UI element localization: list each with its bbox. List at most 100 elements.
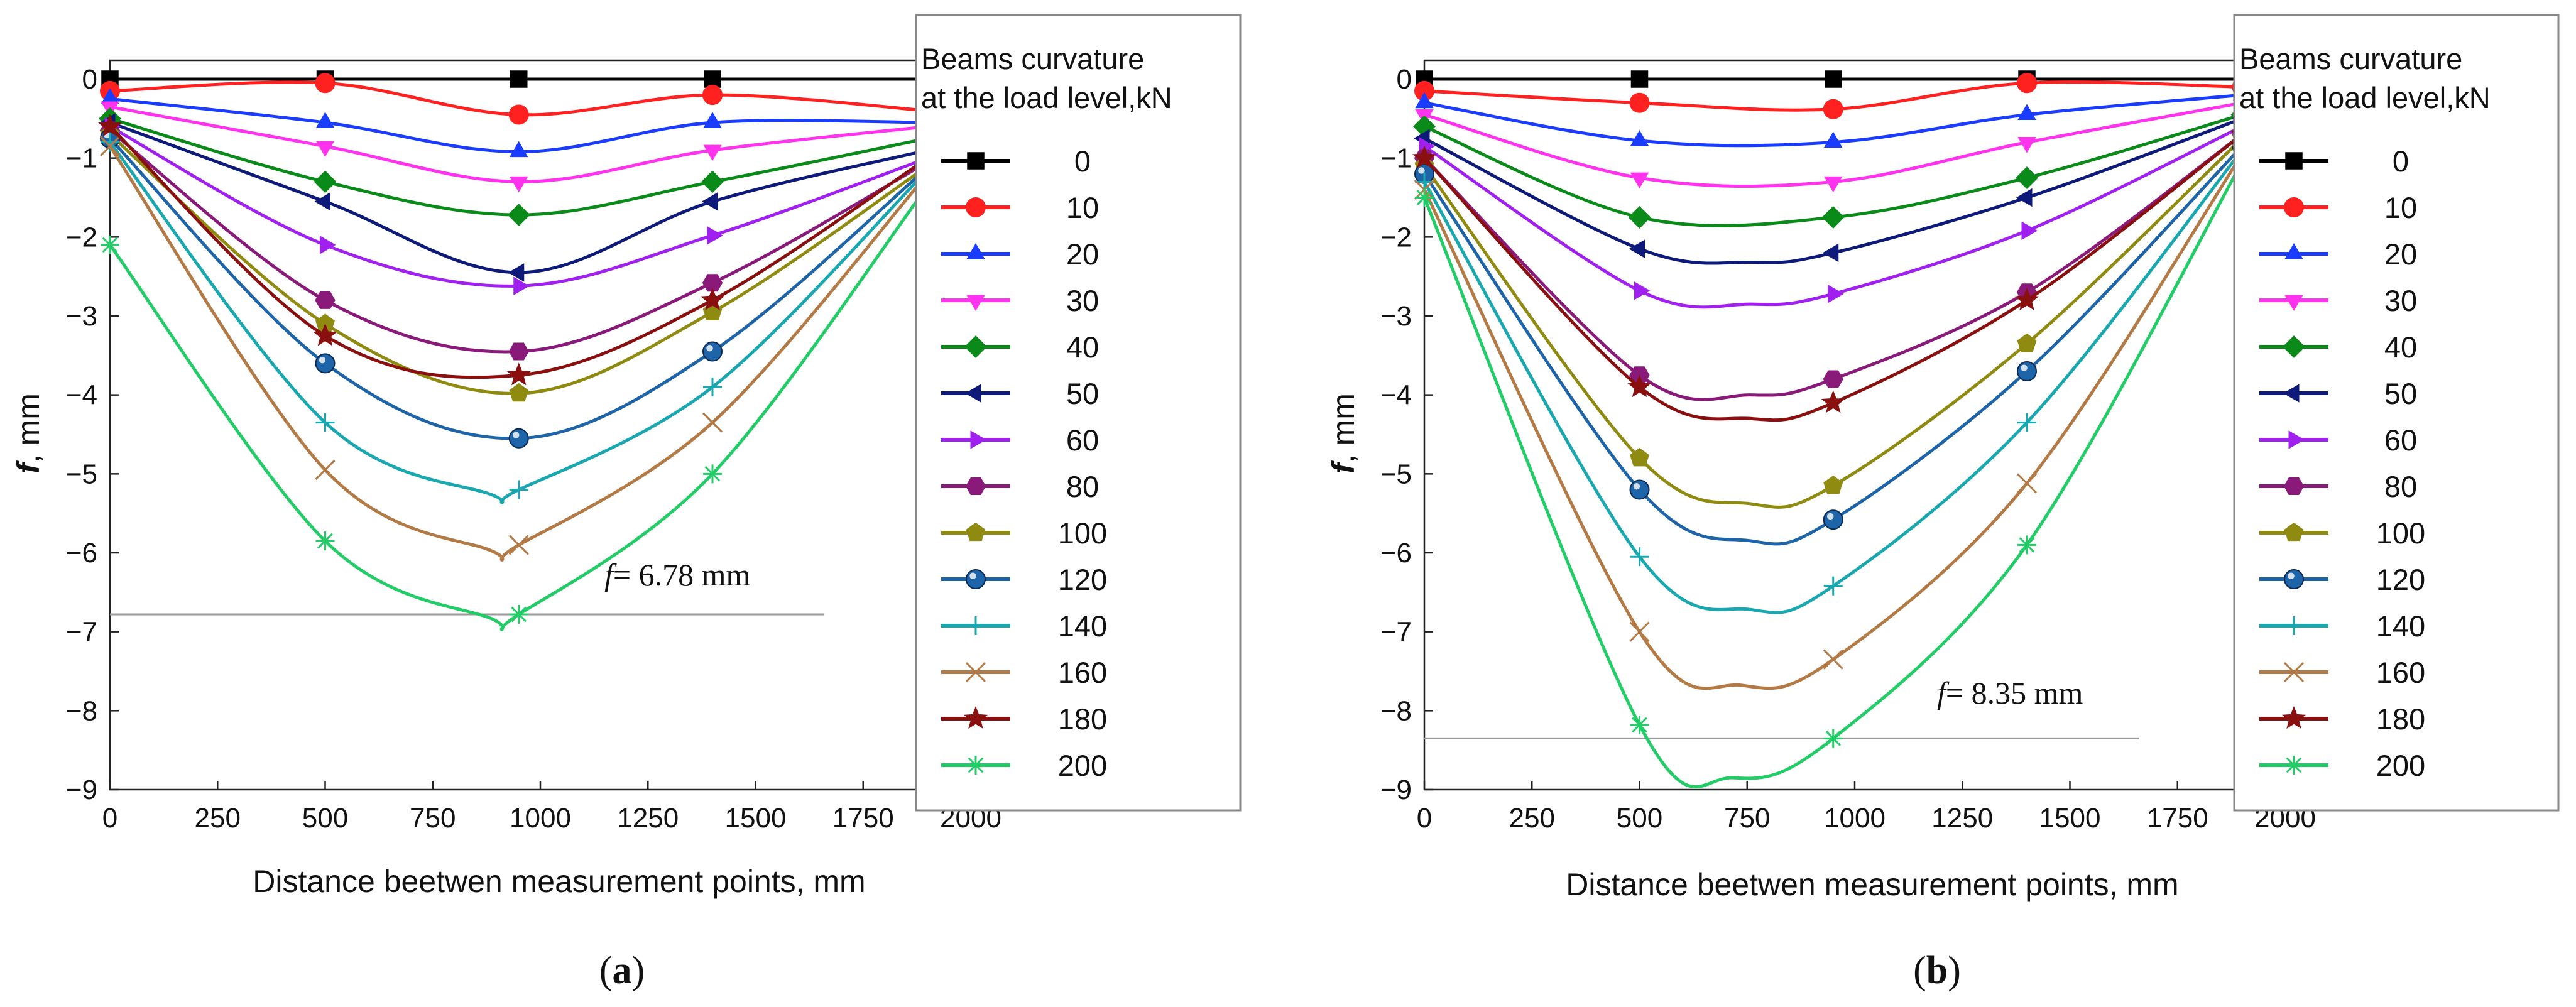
- legend-box: [2234, 15, 2558, 810]
- data-point-10: [703, 85, 722, 104]
- data-point-200: [2017, 535, 2036, 554]
- legend-label-50: 50: [1066, 377, 1099, 410]
- y-tick-label: −6: [66, 538, 97, 569]
- data-point-200: [510, 605, 528, 624]
- panel-label-letter: a: [613, 949, 632, 992]
- data-point-0: [1825, 71, 1842, 87]
- x-tick-label: 500: [302, 803, 348, 834]
- data-point-40: [315, 171, 336, 192]
- y-tick-label: −7: [66, 617, 97, 648]
- x-tick-label: 750: [410, 803, 456, 834]
- y-tick-label: −8: [1380, 695, 1412, 726]
- legend-title-line1: Beams curvature: [921, 42, 1144, 75]
- x-tick-label: 0: [102, 803, 117, 834]
- legend-label-30: 30: [1066, 284, 1099, 317]
- data-point-20: [1825, 133, 1842, 148]
- max-deflection-annotation: f= 6.78 mm: [604, 557, 750, 592]
- legend-label-60: 60: [2384, 423, 2417, 457]
- y-tick-label: −6: [1380, 538, 1412, 569]
- data-point-10: [316, 73, 335, 92]
- y-tick-label: −3: [66, 301, 97, 332]
- data-point-40: [1823, 207, 1843, 227]
- series-0-kN: [1416, 71, 2250, 87]
- y-tick-label: −7: [1380, 617, 1412, 648]
- legend-label-20: 20: [2384, 237, 2417, 271]
- data-point-120: [1630, 480, 1649, 499]
- data-point-200: [316, 531, 335, 550]
- legend: Beams curvatureat the load level,kN01020…: [2234, 15, 2558, 810]
- legend-label-30: 30: [2384, 284, 2417, 317]
- y-tick-label: −2: [66, 222, 97, 253]
- x-tick-label: 250: [1509, 803, 1555, 834]
- data-point-120-highlight: [1634, 483, 1640, 490]
- y-tick-label: −3: [1380, 301, 1412, 332]
- data-point-160: [1824, 650, 1843, 669]
- y-tick-label: 0: [1397, 64, 1412, 95]
- data-point-120: [1824, 510, 1843, 529]
- legend-label-160: 160: [2376, 656, 2425, 689]
- chart-panel-b: 0 250 500 750 1000 1250 1500 1750 20000−1−2−3−4−…: [1326, 15, 2558, 992]
- x-tick-label: 750: [1724, 803, 1770, 834]
- legend-marker-10: [966, 198, 985, 217]
- y-tick-label: −1: [66, 143, 97, 174]
- data-point-50: [1630, 241, 1645, 257]
- data-point-60: [514, 278, 528, 294]
- data-point-80: [1824, 371, 1843, 388]
- panel-label-paren: (: [599, 949, 613, 992]
- x-tick-label: 1000: [510, 803, 571, 834]
- data-point-160: [510, 535, 528, 554]
- panel-label-paren: ): [632, 949, 645, 992]
- data-point-160: [703, 413, 722, 432]
- data-point-120-highlight: [513, 432, 520, 438]
- legend-label-80: 80: [2384, 470, 2417, 503]
- data-point-40: [2017, 168, 2038, 188]
- data-point-20: [511, 143, 527, 157]
- data-point-10: [1824, 100, 1843, 119]
- legend-label-0: 0: [1074, 144, 1091, 178]
- y-tick-label: −4: [1380, 380, 1412, 411]
- data-point-200: [1824, 729, 1843, 748]
- y-tick-label: −8: [66, 695, 97, 726]
- series-80-kN: [101, 122, 937, 360]
- legend-marker-120: [2284, 570, 2303, 589]
- data-point-200: [1415, 188, 1434, 207]
- annotation-value: = 6.78 mm: [613, 557, 751, 592]
- y-tick-label: −9: [1380, 775, 1412, 805]
- data-point-20: [2019, 106, 2035, 120]
- legend-title-line2: at the load level,kN: [2239, 81, 2491, 114]
- legend-label-50: 50: [2384, 377, 2417, 410]
- series-40-kN: [100, 108, 939, 225]
- y-tick-label: −4: [66, 380, 97, 411]
- data-point-50: [510, 264, 524, 281]
- data-point-140: [1824, 577, 1843, 596]
- legend-label-60: 60: [1066, 423, 1099, 457]
- y-axis-label: f, mm: [1326, 393, 1361, 474]
- legend-marker-80: [966, 478, 985, 494]
- legend-marker-120-highlight: [2288, 573, 2295, 580]
- data-point-180: [1823, 392, 1843, 411]
- data-point-120: [316, 354, 335, 373]
- data-point-40: [1629, 207, 1650, 227]
- legend-title-line1: Beams curvature: [2239, 42, 2462, 75]
- chart-panel-a: 0 250 500 750 1000 1250 1500 1750 20000−1−2−3−4−…: [11, 15, 1240, 992]
- x-axis-label: Distance beetwen measurement points, mm: [253, 864, 865, 899]
- legend-label-120: 120: [2376, 563, 2425, 596]
- legend-label-140: 140: [2376, 609, 2425, 643]
- legend-label-20: 20: [1066, 237, 1099, 271]
- x-tick-label: 1750: [2147, 803, 2208, 834]
- max-deflection-annotation: f= 8.35 mm: [1937, 675, 2083, 710]
- data-point-160: [2017, 474, 2036, 493]
- y-axis-label: f, mm: [11, 393, 46, 474]
- data-point-200: [703, 464, 722, 483]
- data-point-10: [2017, 73, 2036, 92]
- data-point-120-highlight: [319, 357, 326, 364]
- data-point-120-highlight: [2021, 364, 2028, 371]
- data-point-100: [510, 384, 528, 401]
- data-point-100: [1824, 476, 1842, 493]
- legend-marker-200: [2284, 756, 2303, 775]
- data-point-60: [1828, 286, 1843, 302]
- panel-label: (a): [599, 949, 645, 992]
- data-point-20: [317, 113, 334, 128]
- y-tick-label: −5: [66, 459, 97, 489]
- data-point-10: [1630, 94, 1649, 112]
